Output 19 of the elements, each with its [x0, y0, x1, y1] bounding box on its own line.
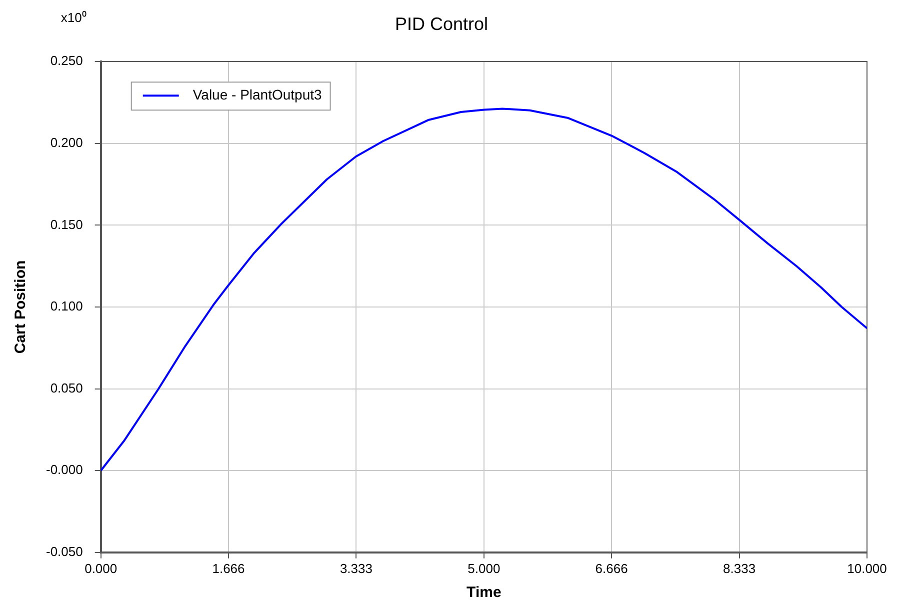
y-tick-label: 0.200 — [50, 134, 83, 150]
y-tick-label: -0.000 — [46, 462, 83, 478]
y-tick-label: 0.100 — [50, 298, 83, 314]
x-tick-label: 1.666 — [212, 560, 245, 576]
text: x10⁰ — [60, 10, 87, 25]
chart-title: PID Control — [394, 14, 488, 34]
y-tick-label: 0.050 — [50, 380, 83, 396]
x-tick-label: 5.000 — [468, 560, 500, 576]
x-tick-label: 10.000 — [847, 560, 887, 576]
x-tick-label: 0.000 — [84, 560, 118, 576]
legend-label: Value - PlantOutput3 — [192, 86, 322, 102]
y-tick-label: 0.150 — [50, 216, 83, 232]
x-tick-label: 3.333 — [340, 560, 372, 576]
x-axis-title: Time — [466, 584, 502, 602]
y-tick-label: -0.050 — [46, 544, 83, 559]
x-tick-label: 6.666 — [595, 560, 628, 576]
y-axis-title: Cart Position — [12, 260, 30, 354]
y-tick-label: 0.250 — [50, 53, 83, 68]
x-tick-label: 8.333 — [723, 560, 756, 576]
